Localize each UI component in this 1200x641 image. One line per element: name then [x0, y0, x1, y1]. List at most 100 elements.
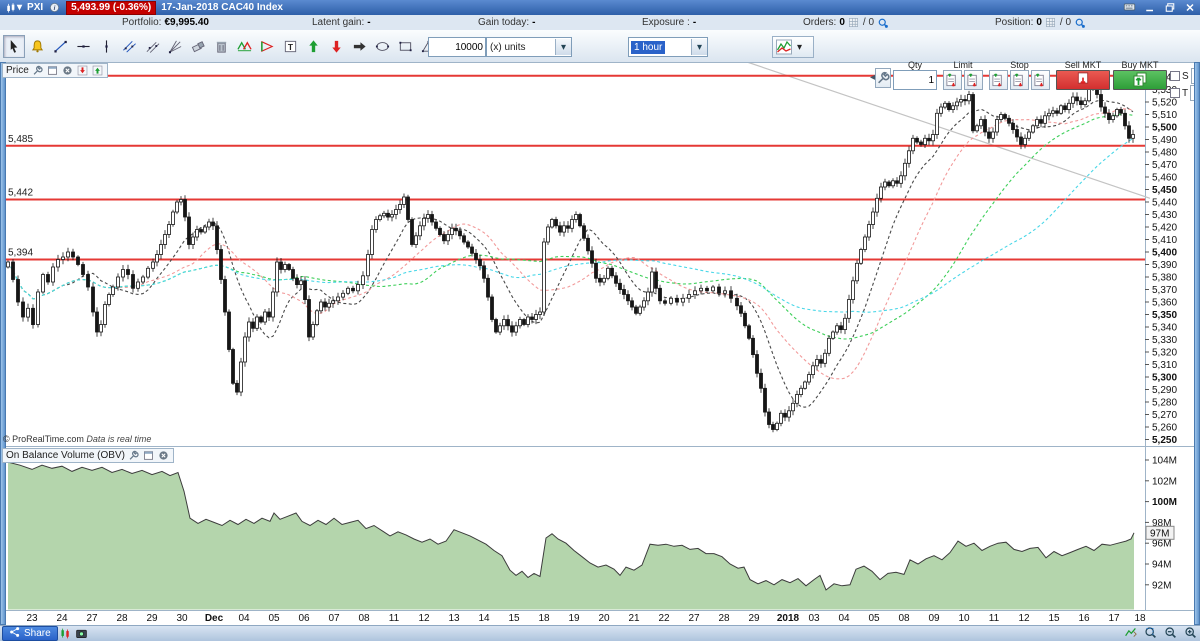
- svg-text:5,300: 5,300: [1152, 373, 1177, 384]
- svg-text:23: 23: [26, 613, 38, 624]
- zoom-tools: [1122, 626, 1198, 639]
- sell-stop-order-button[interactable]: [1010, 70, 1030, 90]
- price-close-icon[interactable]: [62, 65, 74, 77]
- svg-text:15: 15: [508, 613, 520, 624]
- obv-settings-wrench-icon[interactable]: [128, 450, 140, 462]
- sell-market-button[interactable]: [1056, 70, 1111, 90]
- tool-trash-icon[interactable]: [210, 35, 232, 58]
- tool-parallel-lines-alt-icon[interactable]: [141, 35, 163, 58]
- price-settings-wrench-icon[interactable]: [32, 65, 44, 77]
- left-panel-scrollbar[interactable]: [0, 62, 6, 625]
- keyboard-icon[interactable]: [1122, 1, 1137, 13]
- position-list-icon[interactable]: [1045, 17, 1057, 29]
- instrument-logo-icon[interactable]: [5, 2, 17, 14]
- svg-text:28: 28: [116, 613, 128, 624]
- position-search-icon[interactable]: [1074, 17, 1086, 29]
- orders-list-icon[interactable]: [848, 17, 860, 29]
- tool-arrow-down-icon[interactable]: [325, 35, 347, 58]
- svg-text:5,390: 5,390: [1152, 260, 1177, 271]
- tool-parallel-lines-icon[interactable]: [118, 35, 140, 58]
- quantity-input[interactable]: [428, 37, 486, 57]
- zoom-in-icon[interactable]: [1182, 626, 1198, 639]
- share-button[interactable]: Share: [2, 626, 58, 641]
- tool-alarm-icon[interactable]: [26, 35, 48, 58]
- order-settings-wrench-icon[interactable]: [875, 68, 892, 88]
- chart-type-button[interactable]: ▾: [772, 36, 814, 58]
- obv-area[interactable]: [7, 461, 1135, 610]
- svg-text:20: 20: [598, 613, 610, 624]
- buy-market-button[interactable]: [1113, 70, 1168, 90]
- timeframe-select[interactable]: 1 hour ▾: [628, 37, 708, 57]
- svg-text:5,520: 5,520: [1152, 98, 1177, 109]
- stop-checkbox-label: S: [1182, 70, 1189, 82]
- obv-axis: 104M 102M 100M 98M 96M 94M 92M 97M: [1145, 456, 1177, 591]
- qty-label: Qty: [908, 60, 923, 70]
- svg-text:05: 05: [868, 613, 880, 624]
- collapse-order-panel[interactable]: ◂: [870, 72, 876, 83]
- drawing-toolbar: T ▲▼ (x) units ▾ 1 hour ▾ ▾ ◂ Qty Limit: [0, 30, 1200, 101]
- svg-text:27: 27: [688, 613, 700, 624]
- sell-limit-order-button[interactable]: [964, 70, 984, 90]
- tool-rectangle-icon[interactable]: [394, 35, 416, 58]
- tool-triangle-pattern-icon[interactable]: [256, 35, 278, 58]
- restore-button[interactable]: [1162, 1, 1177, 13]
- orders-search-icon[interactable]: [877, 17, 889, 29]
- order-qty-input[interactable]: [893, 70, 938, 90]
- units-select-value: (x) units: [490, 41, 526, 53]
- svg-text:17: 17: [1108, 613, 1120, 624]
- svg-text:27: 27: [86, 613, 98, 624]
- obv-close-icon[interactable]: [158, 450, 170, 462]
- snapshot-icon[interactable]: [74, 627, 90, 640]
- obv-window-icon[interactable]: [143, 450, 155, 462]
- tool-trend-line-icon[interactable]: [49, 35, 71, 58]
- info-icon[interactable]: i: [48, 2, 60, 14]
- tool-text-icon[interactable]: T: [279, 35, 301, 58]
- tool-arrow-up-icon[interactable]: [302, 35, 324, 58]
- tool-horizontal-line-icon[interactable]: [72, 35, 94, 58]
- instrument-dropdown-caret-icon[interactable]: ▾: [17, 2, 23, 13]
- svg-text:96M: 96M: [1152, 539, 1171, 550]
- candle-compare-icon[interactable]: [58, 627, 74, 640]
- svg-text:13: 13: [448, 613, 460, 624]
- zoom-select-icon[interactable]: [1142, 626, 1158, 639]
- price-expand-icon[interactable]: [92, 65, 104, 77]
- target-checkbox-label: T: [1182, 87, 1189, 99]
- tool-vertical-line-icon[interactable]: [95, 35, 117, 58]
- svg-text:94M: 94M: [1152, 560, 1171, 571]
- svg-text:Dec: Dec: [205, 613, 224, 624]
- candlesticks[interactable]: [6, 78, 1135, 433]
- tool-fan-lines-icon[interactable]: [164, 35, 186, 58]
- tool-arrow-right-icon[interactable]: [348, 35, 370, 58]
- obv-current-value-box: [1145, 525, 1175, 540]
- drawing-tools: T: [3, 35, 485, 58]
- trailing-stop-order-button[interactable]: [1031, 70, 1051, 90]
- price-collapse-icon[interactable]: [77, 65, 89, 77]
- svg-text:5,290: 5,290: [1152, 385, 1177, 396]
- tool-cursor-icon[interactable]: [3, 35, 25, 58]
- tool-ellipse-icon[interactable]: [371, 35, 393, 58]
- tool-zigzag-pattern-icon[interactable]: [233, 35, 255, 58]
- svg-text:24: 24: [56, 613, 68, 624]
- units-select[interactable]: (x) units ▾: [486, 37, 572, 57]
- price-window-icon[interactable]: [47, 65, 59, 77]
- gain-today-label: Gain today:: [478, 17, 530, 28]
- svg-text:97M: 97M: [1150, 528, 1169, 539]
- chart-reset-icon[interactable]: [1122, 626, 1138, 639]
- svg-text:5,480: 5,480: [1152, 148, 1177, 159]
- minimize-button[interactable]: [1142, 1, 1157, 13]
- portfolio-label: Portfolio:: [122, 17, 162, 28]
- svg-text:10: 10: [958, 613, 970, 624]
- chart-type-caret-icon: ▾: [797, 41, 803, 53]
- target-checkbox[interactable]: [1170, 88, 1181, 98]
- order-panel: ◂ Qty Limit Stop Sell MKT: [870, 60, 1200, 101]
- close-button[interactable]: [1182, 1, 1197, 13]
- zoom-out-icon[interactable]: [1162, 626, 1178, 639]
- buy-limit-order-button[interactable]: [943, 70, 963, 90]
- tool-eraser-icon[interactable]: [187, 35, 209, 58]
- gray-trendline[interactable]: [746, 61, 1151, 199]
- svg-text:29: 29: [748, 613, 760, 624]
- right-panel-scrollbar[interactable]: [1194, 62, 1200, 625]
- buy-stop-order-button[interactable]: [989, 70, 1009, 90]
- stop-checkbox[interactable]: [1170, 71, 1181, 81]
